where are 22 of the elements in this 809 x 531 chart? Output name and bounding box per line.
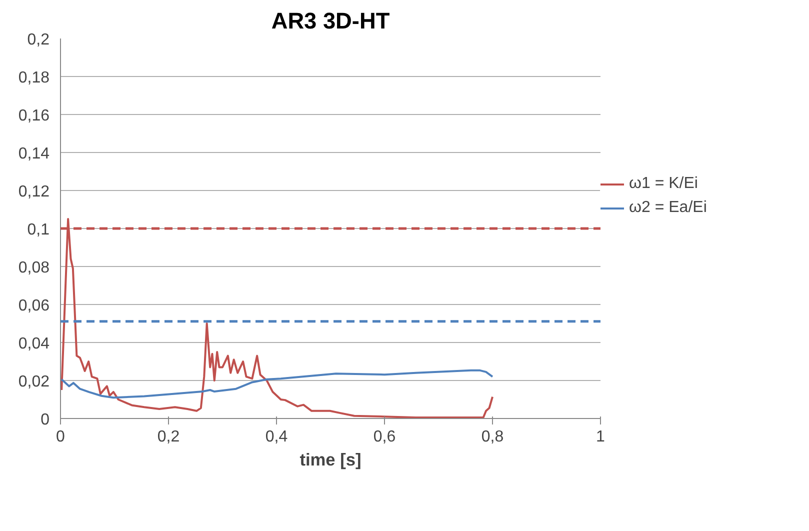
x-tick-label: 0,6	[373, 428, 396, 446]
y-tick-label: 0,08	[18, 260, 50, 276]
x-tick-label: 0,4	[265, 428, 288, 446]
x-tick-label: 0,8	[481, 428, 504, 446]
y-tick-label: 0,12	[18, 184, 50, 200]
legend-label: ω1 = K/Ei	[629, 175, 698, 193]
y-tick-label: 0,2	[27, 32, 50, 48]
x-tick-label: 1	[596, 428, 606, 446]
y-tick-label: 0,16	[18, 108, 50, 124]
x-tick-label: 0	[56, 428, 66, 446]
y-tick-label: 0,1	[27, 222, 50, 238]
y-tick-label: 0,02	[18, 374, 50, 390]
legend-label: ω2 = Ea/Ei	[629, 199, 707, 217]
chart-title: AR3 3D-HT	[271, 8, 390, 34]
y-tick-label: 0	[40, 412, 50, 428]
y-tick-label: 0,06	[18, 298, 50, 314]
y-tick-label: 0,14	[18, 146, 50, 162]
x-axis-title: time [s]	[300, 450, 362, 470]
x-tick-label: 0,2	[157, 428, 180, 446]
y-tick-label: 0,18	[18, 70, 50, 86]
y-tick-label: 0,04	[18, 336, 50, 352]
line-series	[60, 369, 494, 399]
